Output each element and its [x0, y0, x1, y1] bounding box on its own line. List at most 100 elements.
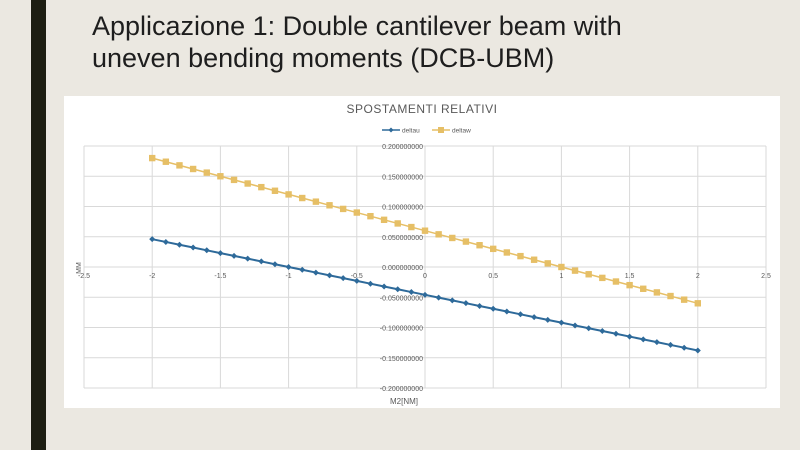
x-tick-label: 2: [696, 273, 700, 280]
data-point-deltaw: [585, 271, 592, 278]
data-point-deltau: [258, 258, 265, 265]
y-tick-label: 0.150000000: [382, 174, 423, 181]
x-axis-title: M2[NM]: [390, 397, 418, 406]
data-point-deltau: [217, 250, 224, 257]
plot-series: [149, 154, 701, 354]
data-point-deltau: [626, 333, 633, 340]
chart: SPOSTAMENTI RELATIVI M2[NM] MM deltau del…: [64, 96, 780, 408]
data-point-deltau: [326, 272, 333, 279]
slide-title: Applicazione 1: Double cantilever beam w…: [92, 10, 622, 74]
data-point-deltaw: [162, 158, 170, 165]
data-point-deltaw: [694, 300, 701, 307]
data-point-deltaw: [217, 173, 224, 180]
data-point-deltau: [558, 319, 565, 326]
y-tick-label: 0.000000000: [382, 265, 423, 272]
legend-label-deltaw: deltaw: [452, 128, 471, 135]
data-point-deltau: [203, 247, 210, 254]
y-axis-title: MM: [76, 262, 83, 274]
data-point-deltaw: [380, 216, 388, 224]
data-point-deltaw: [285, 191, 292, 198]
data-point-deltaw: [353, 209, 360, 216]
data-point-deltau: [667, 341, 674, 348]
y-tick-label: -0.150000000: [380, 356, 423, 363]
data-point-deltau: [694, 347, 701, 354]
x-tick-label: 0: [423, 273, 427, 280]
y-tick-label: -0.050000000: [380, 295, 423, 302]
title-line-1: Applicazione 1: Double cantilever beam w…: [92, 11, 622, 41]
data-point-deltau: [353, 277, 360, 284]
data-point-deltaw: [149, 154, 156, 162]
data-point-deltaw: [544, 260, 551, 267]
data-point-deltau: [244, 255, 251, 262]
title-line-2: uneven bending moments (DCB-UBM): [92, 43, 555, 73]
data-point-deltaw: [176, 162, 183, 169]
data-point-deltau: [640, 336, 647, 343]
data-point-deltau: [381, 283, 388, 290]
data-point-deltaw: [667, 292, 674, 300]
data-point-deltaw: [299, 194, 306, 202]
data-point-deltaw: [189, 165, 197, 173]
data-point-deltau: [681, 344, 688, 351]
x-tick-label: -0.5: [351, 273, 363, 280]
data-point-deltau: [285, 264, 292, 270]
data-point-deltaw: [462, 238, 470, 245]
data-point-deltau: [435, 294, 442, 301]
x-tick-label: -1: [285, 273, 291, 280]
data-point-deltaw: [408, 223, 415, 231]
data-point-deltau: [312, 269, 319, 276]
data-point-deltau: [490, 305, 497, 312]
data-point-deltau: [190, 244, 197, 251]
data-point-deltaw: [394, 220, 401, 227]
data-point-deltau: [653, 339, 660, 346]
data-point-deltaw: [421, 227, 429, 234]
data-point-deltaw: [367, 212, 374, 220]
data-point-deltau: [585, 325, 592, 332]
x-tick-label: -1.5: [214, 273, 226, 280]
data-point-deltaw: [653, 289, 661, 296]
data-point-deltau: [476, 302, 483, 309]
x-tick-label: 1: [559, 273, 563, 280]
y-tick-label: -0.100000000: [380, 326, 423, 333]
data-point-deltau: [572, 322, 579, 329]
data-point-deltau: [299, 266, 306, 273]
x-tick-label: 1.5: [625, 273, 635, 280]
accent-bar: [31, 0, 46, 450]
data-point-deltaw: [490, 245, 497, 253]
y-tick-label: 0.200000000: [382, 144, 423, 151]
x-tick-label: 2.5: [761, 273, 771, 280]
legend-marker-deltaw: [438, 127, 444, 133]
data-point-deltaw: [258, 183, 265, 191]
data-point-deltaw: [571, 267, 579, 274]
grid: [83, 145, 767, 389]
data-point-deltaw: [449, 234, 456, 242]
data-point-deltau: [231, 252, 238, 259]
legend: deltau deltaw: [382, 127, 471, 135]
chart-svg: SPOSTAMENTI RELATIVI M2[NM] MM deltau del…: [76, 102, 771, 406]
y-tick-label: -0.200000000: [380, 386, 423, 393]
data-point-deltau: [503, 308, 510, 315]
data-point-deltau: [449, 297, 456, 304]
data-point-deltau: [408, 289, 415, 296]
data-point-deltau: [517, 311, 524, 318]
data-point-deltaw: [599, 274, 606, 282]
legend-label-deltau: deltau: [402, 128, 420, 135]
y-tick-label: 0.050000000: [382, 235, 423, 242]
data-point-deltaw: [680, 296, 688, 303]
x-tick-label: -2: [149, 273, 155, 280]
x-tick-label: -2.5: [78, 273, 90, 280]
data-point-deltaw: [476, 242, 483, 249]
data-point-deltaw: [640, 285, 647, 292]
y-tick-label: 0.100000000: [382, 205, 423, 212]
data-point-deltaw: [626, 281, 633, 289]
data-point-deltaw: [435, 231, 442, 238]
data-point-deltaw: [530, 256, 538, 263]
data-point-deltau: [367, 280, 374, 287]
chart-title: SPOSTAMENTI RELATIVI: [347, 102, 498, 116]
data-point-deltaw: [271, 187, 279, 194]
x-tick-label: 0.5: [488, 273, 498, 280]
data-point-deltau: [394, 286, 401, 293]
data-point-deltaw: [339, 205, 347, 213]
data-point-deltaw: [203, 169, 210, 176]
data-point-deltau: [271, 261, 278, 268]
data-point-deltaw: [517, 252, 524, 260]
